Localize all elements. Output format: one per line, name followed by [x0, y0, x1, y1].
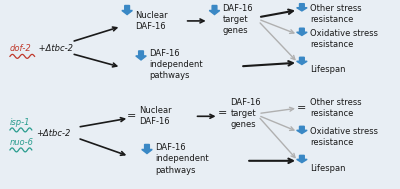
Text: nuo-6: nuo-6: [10, 138, 34, 147]
Text: dof-2: dof-2: [10, 44, 32, 53]
Text: =: =: [126, 111, 136, 121]
FancyArrow shape: [142, 144, 152, 153]
FancyArrow shape: [122, 5, 132, 15]
FancyArrow shape: [297, 28, 307, 36]
Text: DAF-16
target
genes: DAF-16 target genes: [230, 98, 261, 129]
Text: isp-1: isp-1: [10, 118, 30, 127]
FancyArrow shape: [297, 155, 307, 163]
Text: DAF-16
independent
pathways: DAF-16 independent pathways: [155, 143, 208, 175]
Text: =: =: [218, 108, 227, 119]
Text: +Δtbc-2: +Δtbc-2: [36, 129, 70, 138]
FancyArrow shape: [297, 126, 307, 134]
FancyArrow shape: [297, 57, 307, 64]
Text: Lifespan: Lifespan: [310, 65, 345, 74]
FancyArrow shape: [297, 4, 307, 11]
Text: Nuclear
DAF-16: Nuclear DAF-16: [135, 11, 168, 31]
Text: Other stress
resistance: Other stress resistance: [310, 98, 362, 118]
FancyArrow shape: [136, 51, 146, 60]
Text: Lifespan: Lifespan: [310, 163, 345, 173]
Text: DAF-16
target
genes: DAF-16 target genes: [222, 4, 253, 35]
Text: =: =: [297, 103, 306, 113]
Text: Nuclear
DAF-16: Nuclear DAF-16: [139, 106, 172, 126]
Text: DAF-16
independent
pathways: DAF-16 independent pathways: [149, 49, 202, 80]
Text: +Δtbc-2: +Δtbc-2: [36, 44, 73, 53]
Text: Other stress
resistance: Other stress resistance: [310, 4, 362, 24]
Text: Oxidative stress
resistance: Oxidative stress resistance: [310, 29, 378, 49]
Text: Oxidative stress
resistance: Oxidative stress resistance: [310, 127, 378, 147]
FancyArrow shape: [209, 5, 220, 15]
